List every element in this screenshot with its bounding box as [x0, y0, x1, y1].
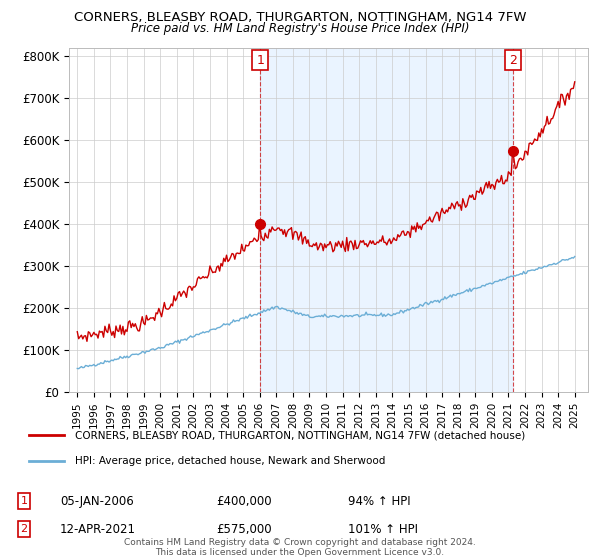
Text: 2: 2 — [20, 524, 28, 534]
Text: £575,000: £575,000 — [216, 522, 272, 536]
Bar — [260, 48, 513, 392]
Text: £400,000: £400,000 — [216, 494, 272, 508]
Text: 05-JAN-2006: 05-JAN-2006 — [60, 494, 134, 508]
Text: 101% ↑ HPI: 101% ↑ HPI — [348, 522, 418, 536]
Text: Price paid vs. HM Land Registry's House Price Index (HPI): Price paid vs. HM Land Registry's House … — [131, 22, 469, 35]
Text: 94% ↑ HPI: 94% ↑ HPI — [348, 494, 410, 508]
Text: CORNERS, BLEASBY ROAD, THURGARTON, NOTTINGHAM, NG14 7FW (detached house): CORNERS, BLEASBY ROAD, THURGARTON, NOTTI… — [75, 431, 525, 440]
Text: 1: 1 — [20, 496, 28, 506]
Text: 1: 1 — [256, 54, 264, 67]
Text: HPI: Average price, detached house, Newark and Sherwood: HPI: Average price, detached house, Newa… — [75, 456, 385, 465]
Text: Contains HM Land Registry data © Crown copyright and database right 2024.
This d: Contains HM Land Registry data © Crown c… — [124, 538, 476, 557]
Text: 2: 2 — [509, 54, 517, 67]
Text: CORNERS, BLEASBY ROAD, THURGARTON, NOTTINGHAM, NG14 7FW: CORNERS, BLEASBY ROAD, THURGARTON, NOTTI… — [74, 11, 526, 24]
Text: 12-APR-2021: 12-APR-2021 — [60, 522, 136, 536]
